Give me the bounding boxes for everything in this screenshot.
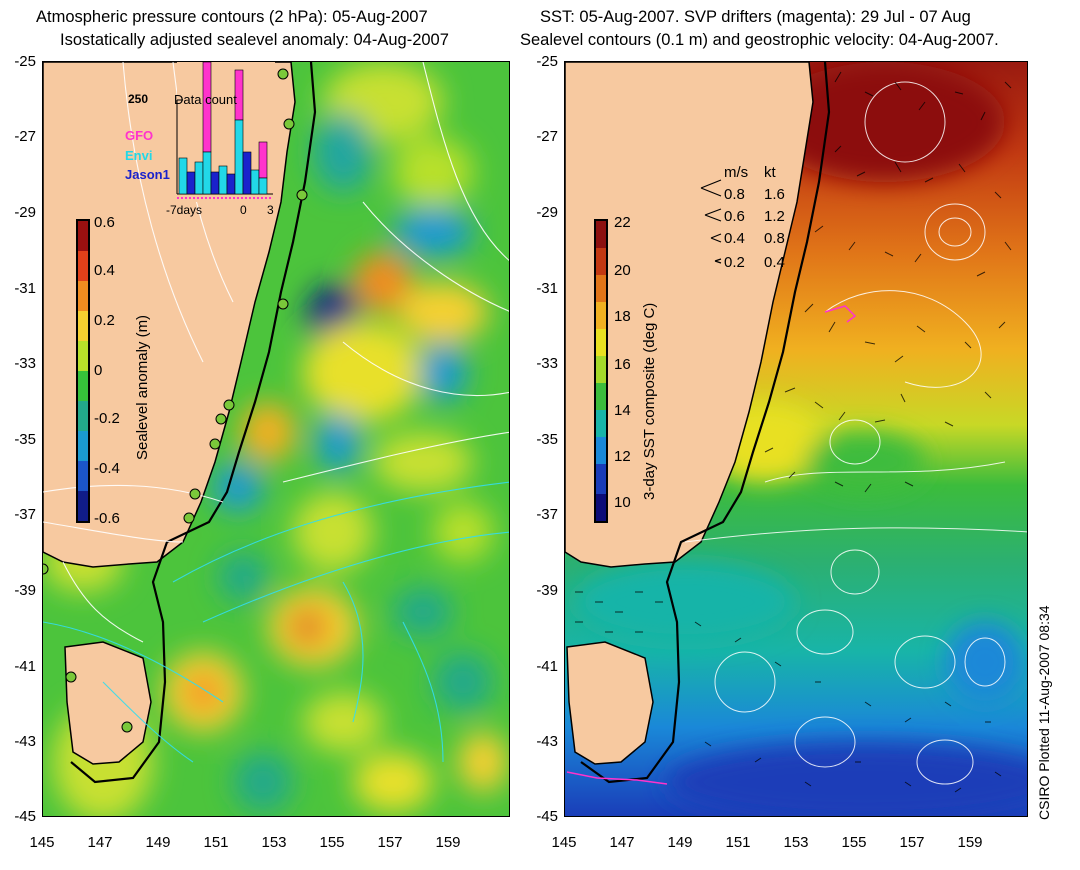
velocity-legend-ms: 0.4 [724,230,745,247]
sst-colorbar-tick: 14 [614,402,631,419]
legend-jason1: Jason1 [125,167,170,182]
sealevel-colorbar-tick: 0.4 [94,262,115,279]
sealevel-colorbar-graphic [76,219,90,523]
sst-colorbar-tick: 12 [614,448,631,465]
lat-tick: -37 [14,506,36,523]
lat-tick: -43 [14,733,36,750]
lat-tick: -27 [14,128,36,145]
lat-tick: -29 [536,204,558,221]
lat-tick: -25 [536,53,558,70]
velocity-legend-kt: 0.4 [764,254,785,271]
lat-tick: -39 [14,582,36,599]
sealevel-colorbar-label: Sealevel anomaly (m) [134,314,151,460]
lat-tick: -37 [536,506,558,523]
left-title-line1: Atmospheric pressure contours (2 hPa): 0… [36,8,428,26]
sst-map-graphic [565,62,1027,816]
lat-tick: -45 [14,808,36,825]
lon-tick: 153 [261,834,287,851]
sealevel-colorbar-tick: -0.4 [94,460,120,477]
lat-tick: -31 [14,280,36,297]
right-title-line1: SST: 05-Aug-2007. SVP drifters (magenta)… [540,8,971,26]
sst-colorbar-tick: 18 [614,308,631,325]
lat-tick: -33 [14,355,36,372]
legend-gfo: GFO [125,128,154,143]
lon-tick: 159 [435,834,461,851]
velocity-legend-kt: 1.6 [764,186,785,203]
sealevel-colorbar-tick: -0.2 [94,410,120,427]
lon-tick: 145 [551,834,577,851]
velocity-legend-kt: 0.8 [764,230,785,247]
data-count-histogram-graphic [176,62,275,202]
lon-tick: 147 [87,834,113,851]
sealevel-map-graphic [43,62,509,816]
sealevel-anomaly-map[interactable] [42,61,510,817]
sealevel-colorbar-tick: 0.6 [94,214,115,231]
sealevel-colorbar-tick: 0.2 [94,312,115,329]
velocity-legend-ms: 0.2 [724,254,745,271]
left-title-line2: Isostatically adjusted sealevel anomaly:… [60,31,449,49]
lat-tick: -27 [536,128,558,145]
lat-tick: -33 [536,355,558,372]
histogram-x-mid: 0 [240,203,247,217]
sealevel-colorbar-tick: -0.6 [94,510,120,527]
lat-tick: -35 [536,431,558,448]
sst-colorbar-tick: 16 [614,356,631,373]
lat-tick: -43 [536,733,558,750]
lat-tick: -35 [14,431,36,448]
right-title-line2: Sealevel contours (0.1 m) and geostrophi… [520,31,999,49]
lat-tick: -39 [536,582,558,599]
lon-tick: 155 [319,834,345,851]
velocity-legend-header-ms: m/s [724,164,749,181]
velocity-legend-ms: 0.6 [724,208,745,225]
histogram-title: Data count [174,92,237,107]
lon-tick: 151 [203,834,229,851]
sst-colorbar-tick: 20 [614,262,631,279]
lat-tick: -25 [14,53,36,70]
sst-colorbar-tick: 10 [614,494,631,511]
lon-tick: 145 [29,834,55,851]
lat-tick: -41 [14,658,36,675]
sst-colorbar-label: 3-day SST composite (deg C) [641,302,658,500]
velocity-legend-kt: 1.2 [764,208,785,225]
sst-map[interactable] [564,61,1028,817]
velocity-legend-header-kt: kt [764,164,776,181]
lon-tick: 159 [957,834,983,851]
sealevel-colorbar-tick: 0 [94,362,103,379]
lon-tick: 157 [899,834,925,851]
lon-tick: 157 [377,834,403,851]
histogram-max-label: 250 [128,92,149,106]
legend-envi: Envi [125,148,153,163]
lon-tick: 147 [609,834,635,851]
histogram-x-left: -7days [166,203,203,217]
lon-tick: 153 [783,834,809,851]
lon-tick: 149 [667,834,693,851]
lat-tick: -29 [14,204,36,221]
velocity-legend-ms: 0.8 [724,186,745,203]
lon-tick: 155 [841,834,867,851]
lat-tick: -41 [536,658,558,675]
csiro-credit: CSIRO Plotted 11-Aug-2007 08:34 [1036,605,1052,820]
lon-tick: 149 [145,834,171,851]
sst-colorbar-tick: 22 [614,214,631,231]
lon-tick: 151 [725,834,751,851]
lat-tick: -45 [536,808,558,825]
histogram-x-right: 3 [267,203,274,217]
lat-tick: -31 [536,280,558,297]
sst-colorbar-graphic [594,219,608,523]
